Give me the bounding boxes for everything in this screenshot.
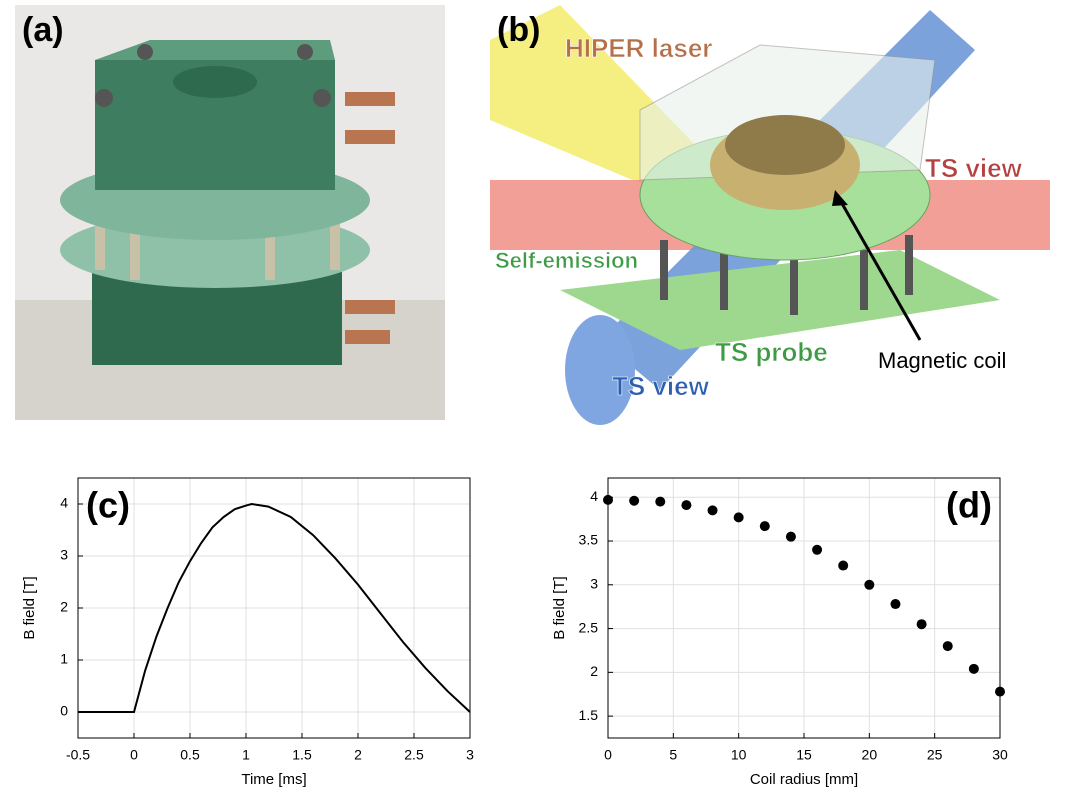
y-axis-label: B field [T] [551,576,568,639]
x-tick-label: 1.5 [292,747,312,763]
top-face [95,40,335,60]
panel-label: (c) [86,485,130,526]
arrow [838,199,922,341]
data-point [681,500,692,511]
y-tick-label: 2.5 [579,619,599,635]
x-tick-label: 10 [731,747,747,763]
y-tick-label: 3 [60,547,68,563]
posts [95,200,340,280]
x-tick-label: 15 [796,747,812,763]
diagram-label: Magnetic coil [878,348,1006,373]
x-tick-label: 25 [927,747,943,763]
x-tick-label: -0.5 [66,747,90,763]
y-tick-label: 2 [60,599,68,615]
x-tick-label: 30 [992,747,1008,763]
diagram-label: HIPER laser [565,33,712,63]
x-tick-label: 5 [669,747,677,763]
y-axis-label: B field [T] [21,576,38,639]
x-tick-label: 20 [862,747,878,763]
x-tick-label: 0 [130,747,138,763]
base-plate [560,250,1000,350]
diagram-label: Self-emission [495,248,638,273]
bolts [95,44,331,107]
data-point [890,599,901,610]
plot-frame [77,477,471,739]
y-tick-label: 4 [590,488,598,504]
y-tick-label: 0 [60,703,68,719]
y-tick-label: 1.5 [579,707,599,723]
y-tick-label: 3.5 [579,532,599,548]
data-point [942,641,953,652]
copper-lead [345,330,390,344]
data-point [785,531,796,542]
data-point [838,560,849,571]
y-tick-label: 2 [590,663,598,679]
y-tick-label: 3 [590,576,598,592]
beam-end [565,315,635,425]
data-point [629,495,640,506]
x-tick-label: 3 [466,747,474,763]
diagram-label: TS view [612,371,710,401]
data-point [603,494,613,505]
copper-lead [345,92,395,106]
copper-lead [345,300,395,314]
data-line [78,502,471,713]
arrow-head [832,190,848,206]
data-point [916,619,927,630]
data-point [707,505,718,516]
data-point [655,496,666,507]
x-tick-label: 1 [242,747,250,763]
posts [660,235,913,315]
x-tick-label: 2 [354,747,362,763]
data-point [968,663,979,674]
panel-b: (b) HIPER laser TS view Self-emission TS… [490,5,1050,425]
panel-label: (b) [497,11,540,49]
chamber [639,44,936,181]
coil-bore [725,115,845,175]
diagram-label: TS view [925,153,1023,183]
panel-a: (a) [15,5,445,420]
data-point [995,686,1005,697]
data-point [864,579,875,590]
panel-label: (d) [946,485,992,526]
panel-label: (a) [22,11,64,49]
chart: 0 1 2 3 4 -0.5 0 0.5 1 1.5 2 2.5 3 Time [ms] B field [… [21,477,474,788]
bore [173,66,257,98]
data-point [812,544,823,555]
copper-lead [345,130,395,144]
y-tick-label: 1 [60,651,68,667]
data-point [759,521,770,532]
plot-frame [607,477,1001,739]
x-axis-label: Coil radius [mm] [750,771,858,788]
x-axis-label: Time [ms] [241,771,306,788]
y-tick-label: 4 [60,495,68,511]
x-tick-label: 2.5 [404,747,424,763]
chart: 1.5 2 2.5 3 3.5 4 0 5 10 15 20 25 30 Coil radius [mm]… [551,477,1008,788]
diagram-label: TS probe [715,337,828,367]
x-tick-label: 0.5 [180,747,200,763]
x-tick-label: 0 [604,747,612,763]
data-point [733,512,744,523]
